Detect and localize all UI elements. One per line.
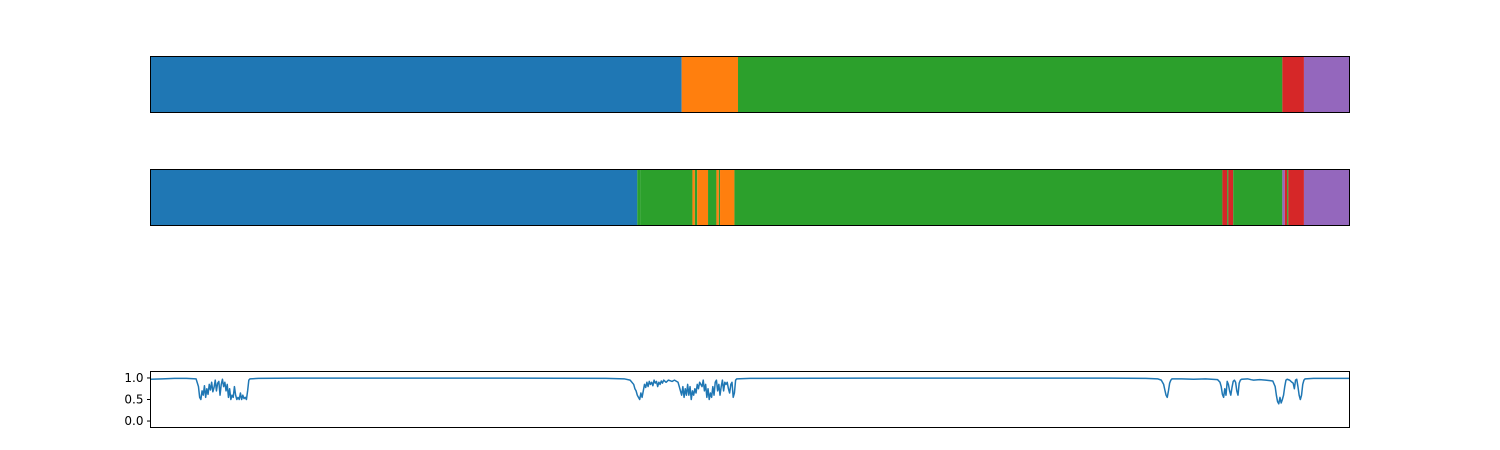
- segment-red-11: [1222, 169, 1228, 226]
- y-tick-label-0: 1.0: [124, 371, 143, 385]
- segment-orange-3: [692, 169, 695, 226]
- segment-orange-9: [720, 169, 735, 226]
- series-line-confidence: [150, 377, 1350, 405]
- segment-orange-1: [681, 56, 739, 113]
- segment-green-12: [1227, 169, 1229, 226]
- segment-green-17: [1287, 169, 1289, 226]
- segment-green-1: [637, 169, 641, 226]
- segmentation-bar-2: [150, 169, 1350, 226]
- segmentation-bar-1: [150, 56, 1350, 113]
- segment-blue-0: [150, 169, 638, 226]
- segment-green-2: [640, 169, 693, 226]
- axes-frame-2: [150, 169, 1350, 226]
- segment-green-2: [738, 56, 1283, 113]
- segment-orange-7: [716, 169, 719, 226]
- y-tick-label-2: 0.0: [124, 414, 143, 428]
- segment-purple-19: [1303, 169, 1350, 226]
- segment-red-18: [1288, 169, 1304, 226]
- segment-purple-15: [1282, 169, 1285, 226]
- segment-green-8: [718, 169, 721, 226]
- line-plot: 1.0 0.5 0.0: [124, 371, 1350, 428]
- segment-orange-5: [697, 169, 709, 226]
- segment-green-4: [694, 169, 698, 226]
- segment-blue-0: [150, 56, 682, 113]
- segment-purple-4: [1303, 56, 1350, 113]
- segment-green-14: [1233, 169, 1283, 226]
- segment-red-13: [1228, 169, 1234, 226]
- y-tick-label-1: 0.5: [124, 393, 143, 407]
- segment-green-6: [708, 169, 717, 226]
- segment-red-3: [1282, 56, 1304, 113]
- segment-green-10: [734, 169, 1223, 226]
- axes-frame-1: [150, 56, 1350, 113]
- segment-red-16: [1284, 169, 1288, 226]
- axes-frame-3: [150, 371, 1350, 428]
